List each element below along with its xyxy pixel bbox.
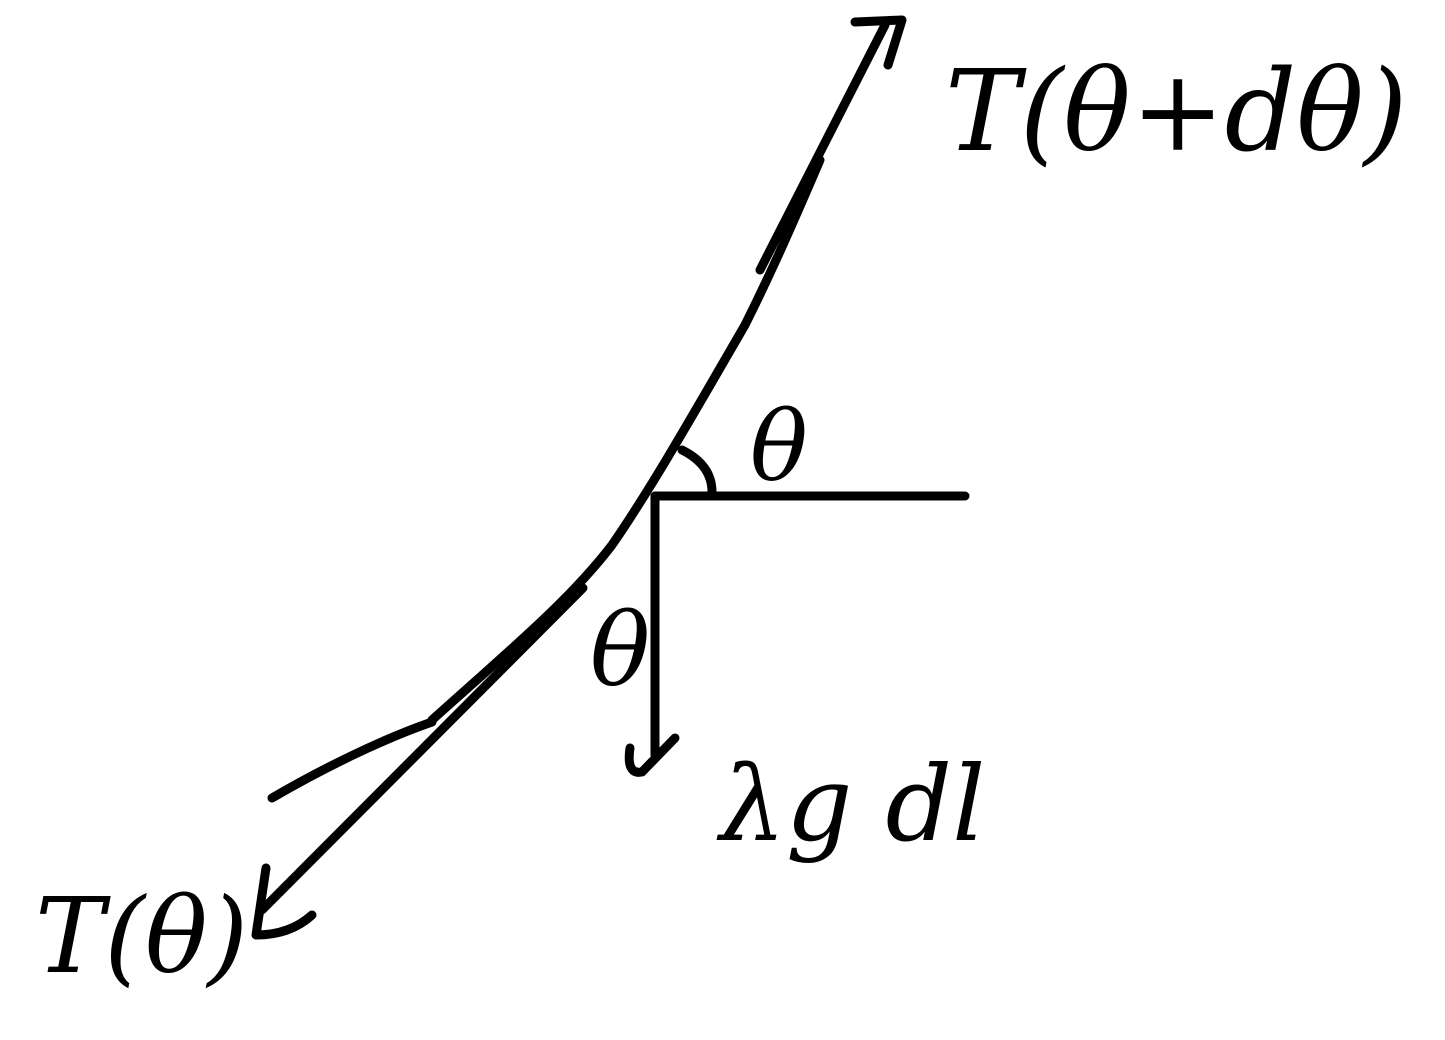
label-tension-bottom: T(θ) bbox=[35, 875, 248, 997]
label-tension-top: T(θ+dθ) bbox=[945, 47, 1408, 177]
label-weight: λg dl bbox=[716, 743, 985, 865]
label-angle-horizontal: θ bbox=[750, 391, 808, 503]
string-curve bbox=[427, 155, 825, 725]
tension-top-arrow-shaft bbox=[755, 20, 890, 275]
angle-arc bbox=[677, 445, 717, 497]
label-angle-vertical: θ bbox=[590, 592, 650, 709]
tension-bottom-arrow-shaft bbox=[257, 583, 588, 915]
string-lower-end bbox=[267, 717, 437, 803]
weight-arrowhead bbox=[624, 733, 680, 777]
tension-bottom-arrowhead bbox=[251, 863, 317, 940]
tension-top-arrowhead bbox=[850, 15, 907, 70]
